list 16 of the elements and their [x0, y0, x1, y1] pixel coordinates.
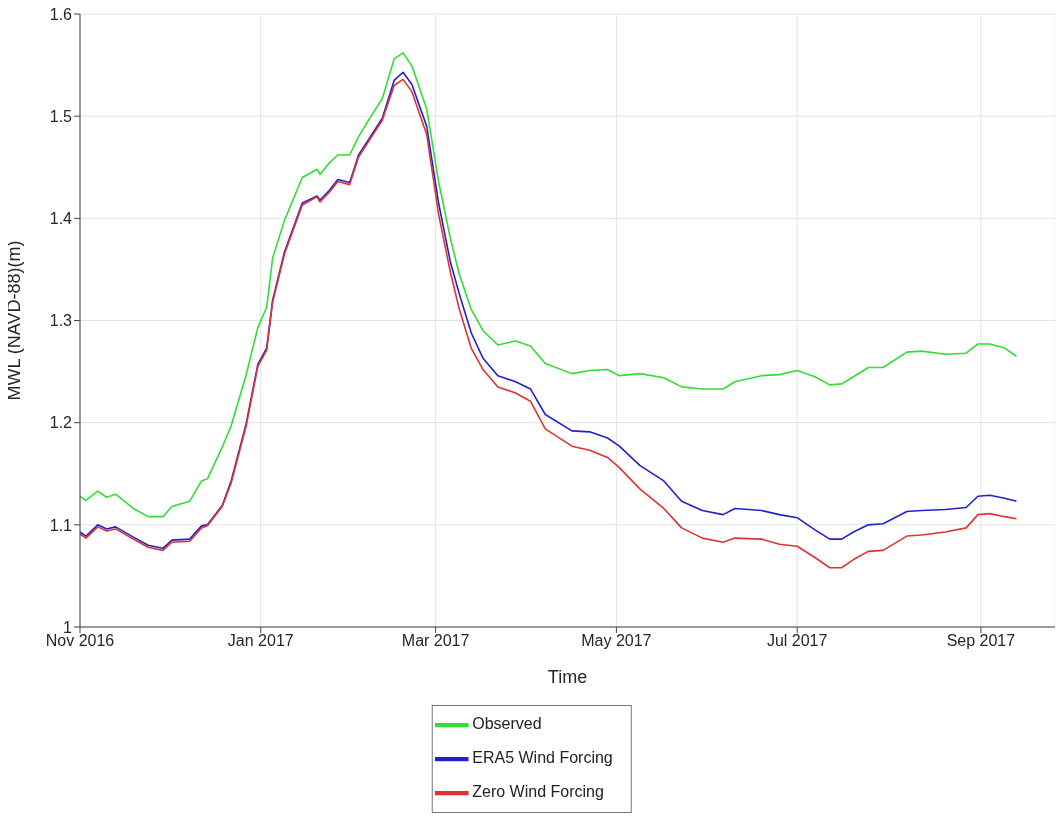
- y-axis-title: MWL (NAVD-88)(m): [4, 240, 25, 401]
- y-tick-label: 1.4: [49, 210, 73, 228]
- y-tick-label: 1.2: [49, 414, 73, 432]
- y-tick-label: 1.3: [49, 312, 73, 330]
- x-tick-label: Mar 2017: [401, 632, 470, 650]
- legend-label: Observed: [472, 715, 542, 733]
- y-tick-label: 1.5: [49, 107, 73, 125]
- x-tick-label: May 2017: [581, 632, 652, 650]
- y-tick-label: 1.6: [49, 5, 73, 23]
- x-tick-label: Jan 2017: [227, 632, 294, 650]
- legend-label: Zero Wind Forcing: [472, 783, 604, 801]
- x-axis-title: Time: [547, 667, 588, 687]
- x-tick-label: Sep 2017: [946, 632, 1016, 650]
- x-tick-label: Jul 2017: [766, 632, 828, 650]
- legend-label: ERA5 Wind Forcing: [472, 749, 613, 767]
- y-tick-label: 1.1: [49, 516, 73, 534]
